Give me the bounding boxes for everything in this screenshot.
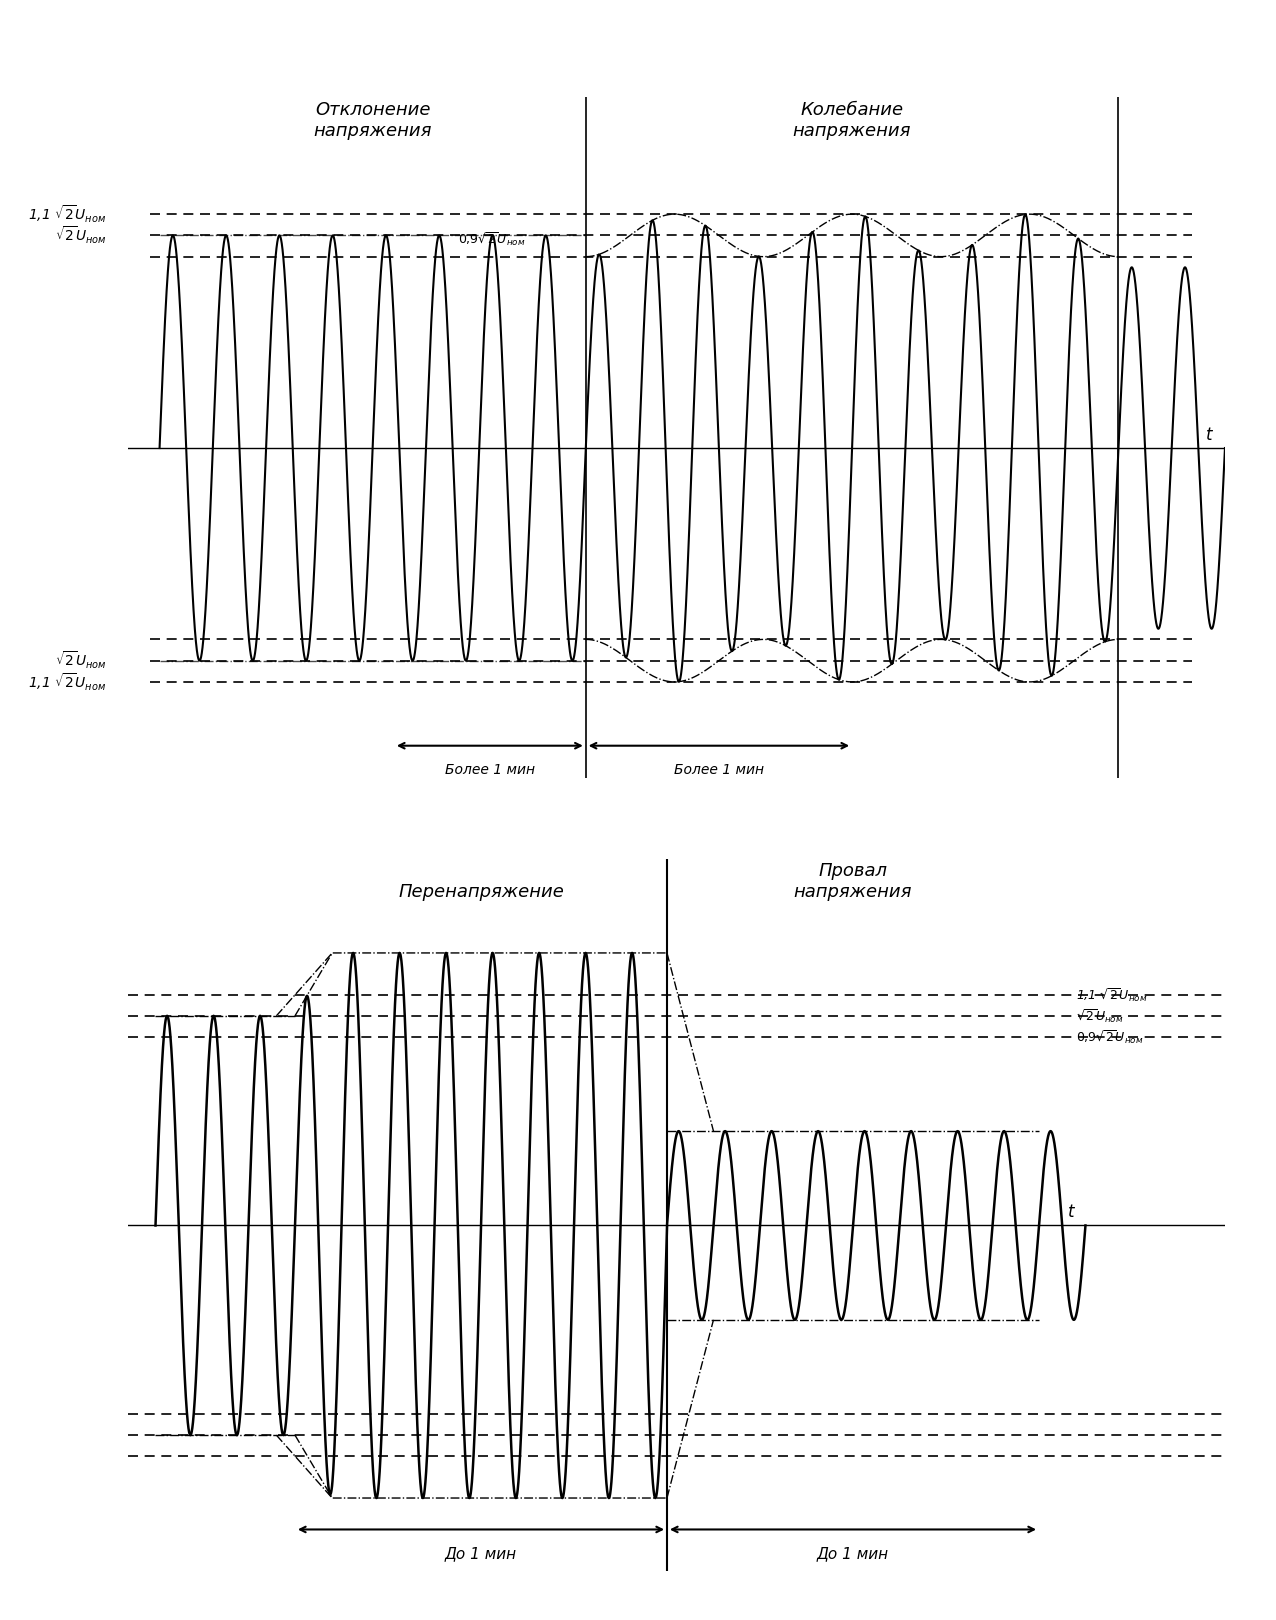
- Text: Более 1 мин: Более 1 мин: [445, 763, 535, 776]
- Text: 1,1 $\sqrt{2}U_{ном}$: 1,1 $\sqrt{2}U_{ном}$: [28, 204, 106, 225]
- Text: $\sqrt{2}U_{ном}$: $\sqrt{2}U_{ном}$: [55, 225, 106, 246]
- Text: До 1 мин: До 1 мин: [445, 1545, 517, 1562]
- Text: Колебание
напряжения: Колебание напряжения: [792, 100, 911, 139]
- Text: Более 1 мин: Более 1 мин: [674, 763, 764, 776]
- Text: 1,1 $\sqrt{2}U_{ном}$: 1,1 $\sqrt{2}U_{ном}$: [28, 671, 106, 692]
- Text: $\sqrt{2}U_{ном}$: $\sqrt{2}U_{ном}$: [1076, 1008, 1124, 1025]
- Text: $0{,}9\sqrt{2}U_{ном}$: $0{,}9\sqrt{2}U_{ном}$: [458, 230, 526, 248]
- Text: $\sqrt{2}U_{ном}$: $\sqrt{2}U_{ном}$: [55, 650, 106, 671]
- Text: До 1 мин: До 1 мин: [817, 1545, 889, 1562]
- Text: Отклонение
напряжения: Отклонение напряжения: [314, 100, 431, 139]
- Text: 1,1 $\sqrt{2}U_{ном}$: 1,1 $\sqrt{2}U_{ном}$: [1076, 987, 1147, 1004]
- Text: Перенапряжение: Перенапряжение: [398, 883, 564, 901]
- Text: t: t: [1206, 426, 1212, 444]
- Text: $0{,}9\sqrt{2}U_{ном}$: $0{,}9\sqrt{2}U_{ном}$: [1076, 1027, 1143, 1047]
- Text: Провал
напряжения: Провал напряжения: [794, 862, 912, 901]
- Text: t: t: [1068, 1204, 1074, 1221]
